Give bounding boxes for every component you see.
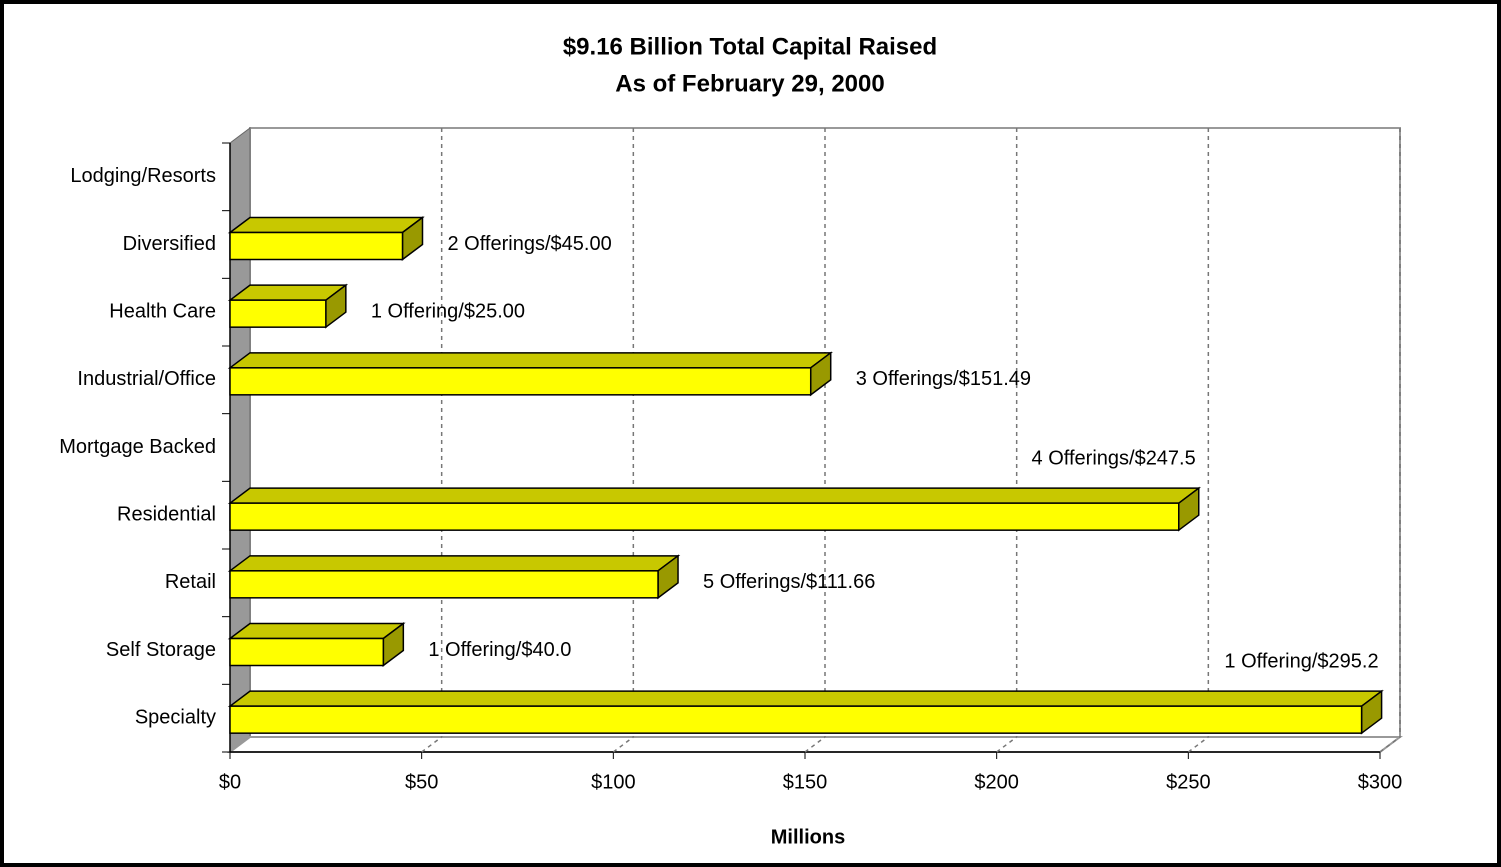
y-tick-label: Diversified: [123, 233, 216, 255]
value-label: 1 Offering/$40.0: [428, 639, 571, 661]
bar-top: [227, 622, 406, 640]
bar-top: [227, 216, 425, 234]
x-tick-label: $300: [1358, 771, 1403, 793]
bar-top: [227, 352, 833, 369]
bar-top: [227, 555, 681, 572]
bar: [229, 570, 659, 599]
bar: [229, 502, 1180, 531]
x-tick-label: $0: [219, 771, 241, 793]
bar: [229, 637, 385, 667]
value-label: 4 Offerings/$247.5: [1032, 447, 1196, 469]
x-tick-label: $150: [783, 771, 828, 793]
value-label: 1 Offering/$25.00: [371, 300, 525, 322]
y-tick-label: Retail: [165, 571, 216, 593]
floor: [227, 736, 1403, 753]
x-tick-label: $200: [974, 771, 1019, 793]
y-tick-label: Specialty: [135, 706, 216, 728]
chart-title: $9.16 Billion Total Capital Raised: [563, 33, 937, 60]
x-tick-label: $50: [405, 771, 438, 793]
bar: [229, 299, 327, 328]
value-label: 2 Offerings/$45.00: [448, 233, 612, 255]
y-tick-label: Lodging/Resorts: [70, 165, 216, 187]
value-label: 1 Offering/$295.2: [1224, 650, 1378, 672]
value-label: 3 Offerings/$151.49: [856, 368, 1031, 390]
bar-top: [227, 487, 1201, 504]
y-tick-label: Mortgage Backed: [59, 436, 216, 458]
y-tick-label: Residential: [117, 503, 216, 525]
y-tick-label: Industrial/Office: [77, 368, 216, 390]
y-tick-label: Self Storage: [106, 639, 216, 661]
x-axis-label: Millions: [771, 826, 845, 848]
bar: [229, 231, 404, 261]
x-tick-label: $100: [591, 771, 636, 793]
y-tick-label: Health Care: [109, 300, 216, 322]
bar: [229, 367, 812, 396]
bar-top: [227, 690, 1384, 707]
x-tick-label: $250: [1166, 771, 1211, 793]
bar: [229, 705, 1363, 734]
chart-subtitle: As of February 29, 2000: [615, 70, 884, 97]
value-label: 5 Offerings/$111.66: [703, 571, 875, 593]
